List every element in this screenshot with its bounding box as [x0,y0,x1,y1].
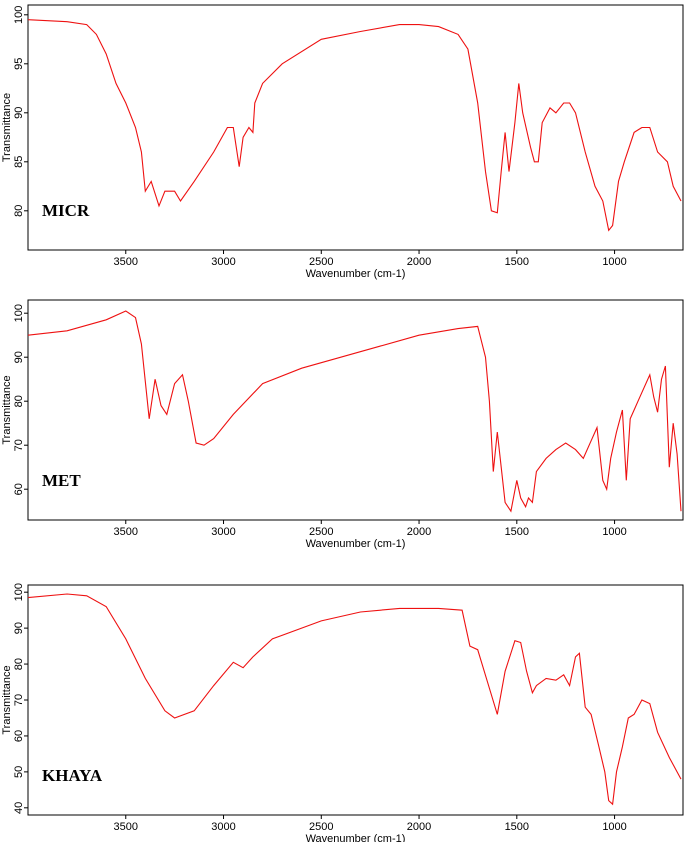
x-tick-label: 2500 [309,821,333,833]
y-axis-label: Transmittance [1,665,13,734]
sample-label: KHAYA [42,766,103,785]
x-tick-label: 3500 [114,526,138,538]
x-tick-label: 1000 [602,821,626,833]
y-axis-label: Transmittance [1,93,13,162]
x-tick-label: 3000 [211,526,235,538]
y-tick-label: 70 [13,439,25,451]
x-axis-label: Wavenumber (cm-1) [306,833,406,842]
y-tick-label: 100 [13,583,25,601]
y-tick-label: 60 [13,483,25,495]
y-tick-label: 40 [13,802,25,814]
y-axis-label: Transmittance [1,375,13,444]
x-tick-label: 3000 [211,821,235,833]
y-tick-label: 80 [13,658,25,670]
y-tick-label: 80 [13,205,25,217]
x-tick-label: 2500 [309,526,333,538]
y-tick-label: 70 [13,694,25,706]
y-tick-label: 50 [13,766,25,778]
x-tick-label: 2000 [407,526,431,538]
spectrum-line [27,593,682,806]
x-tick-label: 3500 [114,256,138,268]
y-tick-label: 60 [13,730,25,742]
y-tick-label: 90 [13,351,25,363]
y-tick-label: 90 [13,107,25,119]
x-axis-label: Wavenumber (cm-1) [306,268,406,280]
sample-label: MICR [42,201,90,220]
y-tick-label: 90 [13,622,25,634]
plot-frame [27,4,684,251]
x-tick-label: 1000 [602,256,626,268]
x-tick-label: 2500 [309,256,333,268]
spectrum-line [27,19,682,232]
y-tick-label: 85 [13,156,25,168]
x-tick-label: 2000 [407,821,431,833]
y-tick-label: 95 [13,58,25,70]
x-tick-label: 2000 [407,256,431,268]
x-tick-label: 3000 [211,256,235,268]
y-tick-label: 80 [13,395,25,407]
y-tick-label: 100 [13,6,25,24]
x-axis-label: Wavenumber (cm-1) [306,538,406,550]
x-tick-label: 1500 [505,526,529,538]
y-tick-label: 100 [13,304,25,322]
plot-frame [27,299,684,521]
sample-label: MET [42,471,81,490]
x-tick-label: 1000 [602,526,626,538]
x-tick-label: 1500 [505,821,529,833]
spectrum-line [27,310,682,513]
x-tick-label: 3500 [114,821,138,833]
x-tick-label: 1500 [505,256,529,268]
